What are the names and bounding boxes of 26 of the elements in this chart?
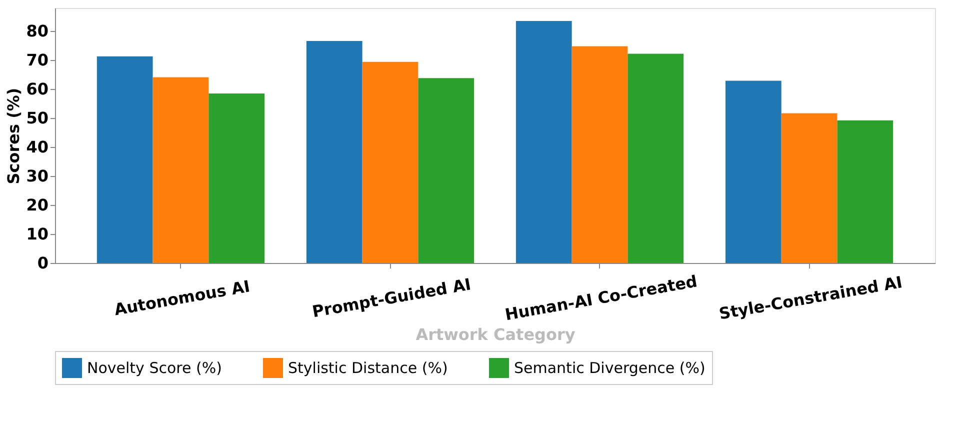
legend-label: Novelty Score (%) (87, 359, 222, 377)
bar (306, 41, 362, 263)
x-axis-title: Artwork Category (416, 325, 576, 344)
y-tick-label: 50 (26, 108, 48, 128)
legend-label: Stylistic Distance (%) (288, 359, 448, 377)
y-tick-label: 60 (26, 80, 48, 99)
legend-label: Semantic Divergence (%) (514, 359, 706, 377)
bar (781, 113, 838, 263)
bar (152, 77, 209, 263)
bar (628, 54, 684, 263)
bar (725, 80, 782, 263)
bar (572, 46, 628, 263)
bar (418, 78, 474, 263)
bar (96, 56, 153, 263)
y-tick-label: 20 (26, 196, 48, 215)
bar (362, 62, 418, 263)
bar (208, 93, 265, 263)
y-tick-label: 30 (26, 166, 48, 186)
y-axis-title: Scores (%) (4, 88, 24, 184)
y-tick-label: 40 (26, 138, 48, 157)
y-tick-label: 0 (37, 254, 48, 272)
y-tick-label: 80 (26, 22, 48, 41)
bar (837, 120, 894, 263)
y-tick-label: 10 (26, 224, 48, 244)
y-tick-label: 70 (26, 50, 48, 70)
bar (516, 21, 572, 263)
